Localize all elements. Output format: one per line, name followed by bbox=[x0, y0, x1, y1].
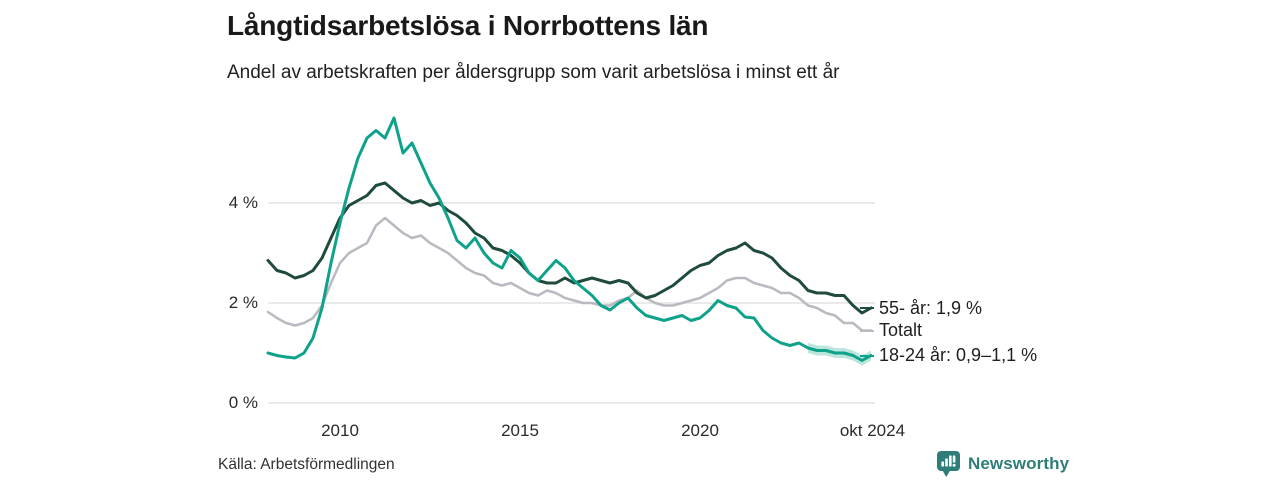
newsworthy-logo-icon bbox=[937, 451, 960, 477]
source-attribution: Källa: Arbetsförmedlingen bbox=[218, 456, 395, 473]
x-axis-tick-2010: 2010 bbox=[321, 421, 359, 440]
legend-dash-18-24 år bbox=[860, 354, 874, 357]
legend-label-18-24 år: 18-24 år: 0,9–1,1 % bbox=[879, 345, 1038, 365]
x-axis-tick-okt-2024: okt 2024 bbox=[839, 421, 906, 440]
y-axis-tick-4pct: 4 % bbox=[228, 193, 258, 212]
legend-item-Totalt: Totalt bbox=[860, 319, 922, 343]
series-line-55- år bbox=[266, 181, 873, 315]
series-line-Totalt bbox=[266, 216, 873, 332]
page-subtitle: Andel av arbetskraften per åldersgrupp s… bbox=[227, 62, 840, 83]
legend-item-55- år: 55- år: 1,9 % bbox=[860, 296, 982, 320]
page-title: Långtidsarbetslösa i Norrbottens län bbox=[227, 10, 709, 41]
x-axis-tick-2020: 2020 bbox=[681, 421, 719, 440]
legend-label-55- år: 55- år: 1,9 % bbox=[879, 297, 983, 318]
newsworthy-branding: Newsworthy bbox=[936, 450, 1069, 478]
legend-item-18-24 år: 18-24 år: 0,9–1,1 % bbox=[860, 344, 1037, 368]
legend-label-Totalt: Totalt bbox=[879, 320, 923, 340]
series-line-18-24 år bbox=[266, 116, 873, 362]
legend-dash-55- år bbox=[860, 307, 874, 309]
x-axis-tick-2015: 2015 bbox=[501, 421, 539, 440]
legend-dash-Totalt bbox=[860, 329, 874, 332]
newsworthy-wordmark: Newsworthy bbox=[968, 454, 1070, 473]
y-axis-tick-2pct: 2 % bbox=[228, 293, 258, 312]
y-axis-tick-0pct: 0 % bbox=[228, 393, 258, 412]
